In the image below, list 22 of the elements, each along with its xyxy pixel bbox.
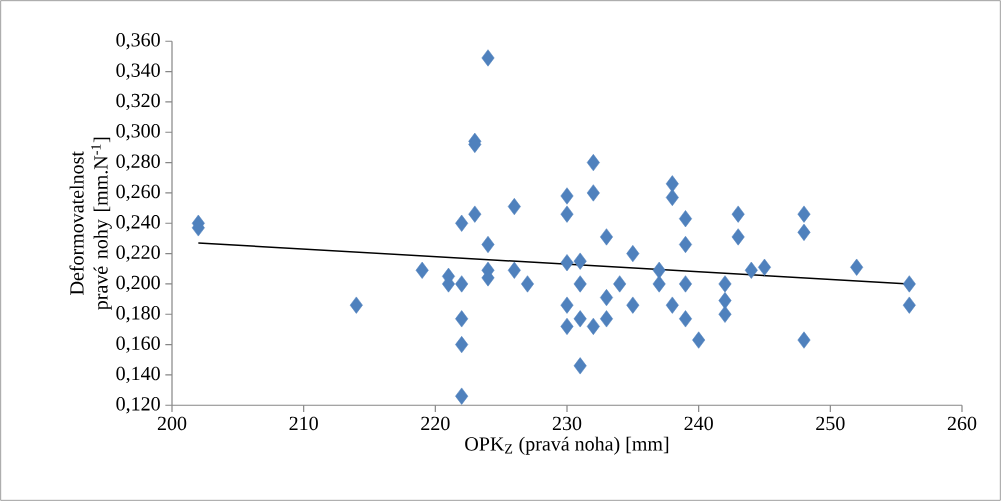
y-tick-label: 0,220 <box>116 245 160 262</box>
y-tick-label: 0,160 <box>116 336 160 353</box>
x-tick-label: 260 <box>947 416 977 431</box>
y-tick-label: 0,300 <box>116 124 160 141</box>
x-tick-label: 250 <box>816 416 845 431</box>
y-tick-label: 0,120 <box>116 397 160 414</box>
y-tick-label: 0,140 <box>116 366 160 384</box>
x-tick-label: 220 <box>421 416 450 431</box>
y-tick-label: 0,360 <box>116 33 160 50</box>
x-tick-label: 200 <box>157 416 187 431</box>
y-tick-label: 0,320 <box>116 93 160 111</box>
x-axis-title: OPK$_{Z}$ (pravá noha) [mm] <box>465 436 669 455</box>
y-tick-label: 0,200 <box>116 275 160 293</box>
y-tick-label: 0,280 <box>116 154 160 171</box>
y-tick-label: 0,260 <box>116 184 160 202</box>
y-tick-label: 0,240 <box>116 215 160 232</box>
y-tick-label: 0,180 <box>116 306 160 323</box>
x-tick-label: 230 <box>552 416 582 431</box>
x-tick-label: 210 <box>289 416 318 431</box>
x-tick-label: 240 <box>684 416 713 431</box>
y-axis-title: Deformovatelnost pravé nohy [mm.N$^{-1}$] <box>69 137 112 310</box>
y-tick-label: 0,340 <box>116 63 160 80</box>
